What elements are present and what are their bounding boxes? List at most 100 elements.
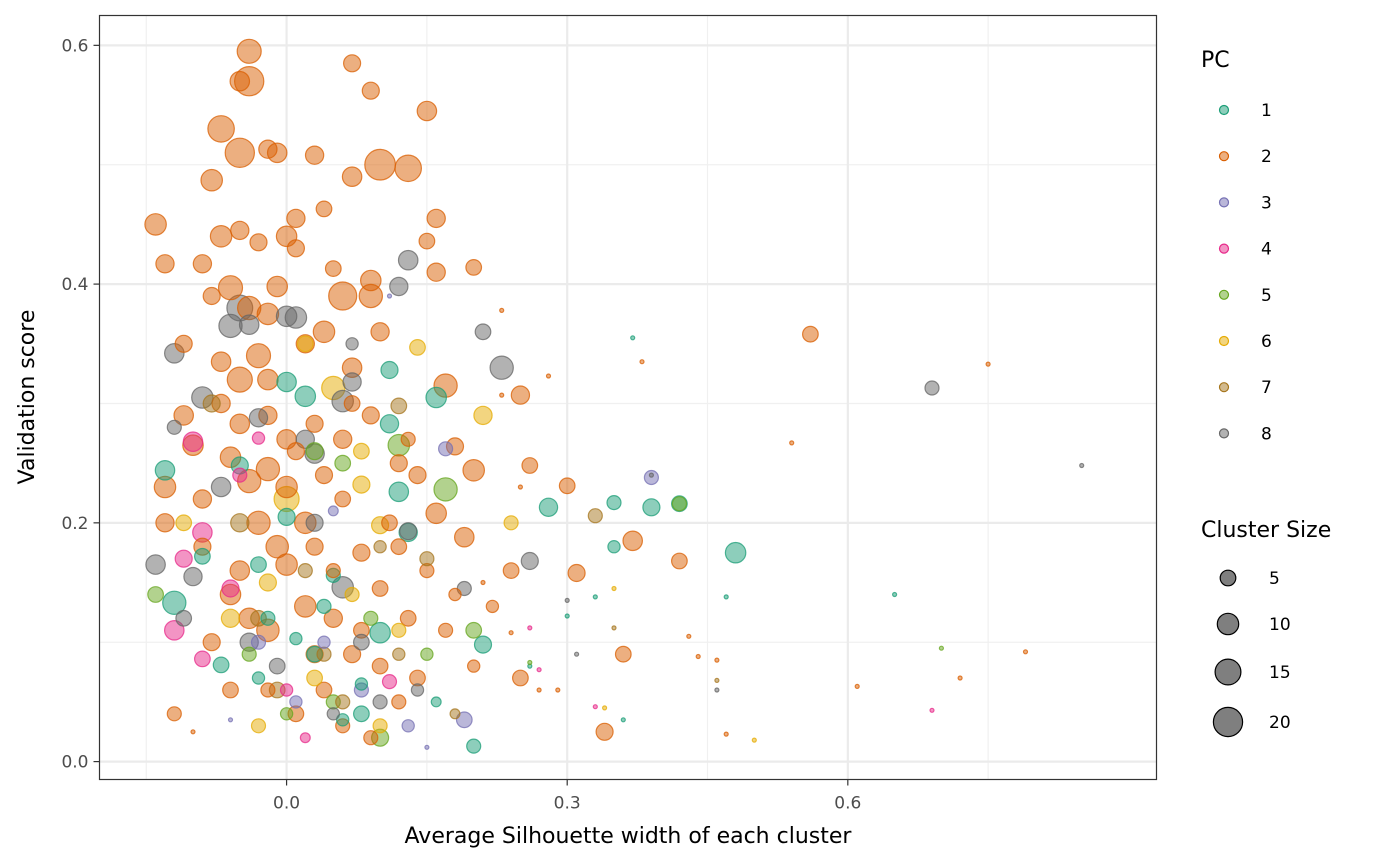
data-point-pc2 [305, 414, 324, 433]
size-legend: 5 10 15 20 [1212, 569, 1291, 738]
data-point-pc2 [555, 687, 561, 693]
legend-key-pc6 [1218, 335, 1230, 347]
data-point-pc6 [220, 608, 241, 629]
x-axis-title: Average Silhouette width of each cluster [405, 824, 853, 849]
legend-label-pc: 5 [1261, 286, 1272, 306]
data-point-pc2 [545, 373, 552, 379]
data-point-pc3 [401, 719, 415, 733]
data-point-pc2 [315, 200, 333, 218]
data-point-pc1 [473, 635, 493, 654]
data-point-pc2 [293, 595, 317, 618]
data-point-pc3 [289, 695, 303, 709]
data-point-pc4 [251, 431, 266, 445]
data-point-pc1 [564, 613, 570, 619]
data-point-pc4 [299, 732, 311, 744]
data-point-pc2 [957, 675, 963, 681]
data-point-pc2 [343, 395, 361, 412]
data-point-pc2 [210, 351, 232, 372]
data-point-pc6 [372, 718, 388, 734]
data-point-pc8 [305, 513, 324, 532]
legend-key-size [1219, 569, 1237, 587]
data-point-pc8 [353, 633, 370, 651]
legend-key-size [1214, 658, 1242, 686]
data-point-pc7 [392, 647, 406, 661]
data-point-pc2 [371, 657, 389, 675]
data-point-pc2 [155, 513, 175, 533]
data-point-pc2 [558, 477, 576, 495]
data-point-pc1 [354, 677, 369, 691]
y-tick-label: 0.2 [61, 514, 88, 534]
data-point-pc1 [353, 705, 370, 723]
data-point-pc2 [249, 233, 268, 252]
data-point-pc2 [567, 563, 586, 583]
data-point-pc2 [275, 553, 298, 576]
data-point-pc1 [466, 738, 482, 754]
data-point-pc8 [345, 337, 359, 351]
data-point-pc2 [426, 262, 446, 282]
data-point-pc2 [229, 413, 251, 435]
data-point-pc7 [373, 540, 387, 554]
data-point-pc4 [232, 467, 248, 483]
data-point-pc2 [190, 729, 196, 735]
data-point-pc1 [162, 590, 187, 616]
data-point-pc8 [489, 355, 514, 380]
x-axis-ticks: 0.0 0.3 0.6 [273, 779, 861, 814]
data-point-pc2 [192, 489, 213, 509]
data-point-pc2 [202, 286, 221, 306]
data-point-pc8 [714, 687, 720, 693]
data-point-pc2 [854, 683, 860, 690]
plot-panel-border [98, 14, 1158, 781]
data-points [144, 38, 1085, 754]
legend-label-pc: 1 [1261, 101, 1272, 121]
data-point-pc1 [251, 671, 266, 685]
data-point-pc2 [416, 100, 438, 122]
data-point-pc1 [430, 696, 442, 708]
data-point-pc2 [499, 307, 505, 313]
legend-label-size: 15 [1269, 663, 1291, 683]
data-point-pc3 [317, 635, 331, 649]
data-point-pc2 [389, 454, 408, 473]
data-point-pc2 [258, 139, 278, 159]
data-point-pc6 [391, 622, 407, 638]
data-point-pc2 [166, 706, 182, 722]
data-point-pc4 [929, 707, 935, 713]
data-point-pc2 [236, 38, 262, 64]
legend-key-size [1212, 706, 1244, 738]
data-point-pc5 [363, 610, 379, 626]
data-point-pc8 [145, 554, 166, 575]
data-point-pc1 [620, 717, 626, 723]
data-point-pc2 [465, 259, 483, 276]
data-point-pc1 [891, 591, 898, 598]
data-point-pc2 [614, 645, 632, 663]
data-point-pc7 [419, 551, 435, 567]
data-point-pc6 [258, 573, 277, 592]
data-point-pc1 [388, 481, 410, 503]
data-point-pc2 [359, 269, 382, 292]
data-point-pc2 [245, 343, 272, 369]
data-point-pc2 [229, 70, 251, 92]
data-point-pc2 [207, 115, 235, 143]
data-point-pc1 [379, 414, 400, 434]
data-point-pc2 [453, 526, 475, 548]
data-point-pc1 [336, 713, 350, 727]
data-point-pc7 [390, 397, 408, 415]
data-point-pc2 [286, 239, 305, 258]
y-axis-ticks: 0.0 0.2 0.4 0.6 [61, 36, 100, 773]
data-point-pc5 [305, 442, 324, 461]
data-point-pc3 [386, 293, 393, 299]
data-point-pc2 [390, 538, 408, 556]
data-point-pc7 [202, 394, 221, 413]
data-point-pc4 [193, 650, 211, 668]
data-point-pc1 [212, 656, 230, 674]
data-point-pc1 [723, 594, 729, 600]
data-point-pc2 [361, 406, 380, 425]
data-point-pc2 [985, 361, 991, 367]
data-point-pc6 [296, 335, 314, 353]
data-point-pc2 [521, 457, 539, 474]
y-axis-title: Validation score [15, 310, 40, 485]
data-point-pc5 [938, 645, 945, 651]
data-point-pc2 [323, 608, 343, 629]
data-point-pc1 [294, 385, 317, 408]
data-point-pc2 [361, 81, 380, 100]
data-point-pc6 [353, 442, 370, 460]
